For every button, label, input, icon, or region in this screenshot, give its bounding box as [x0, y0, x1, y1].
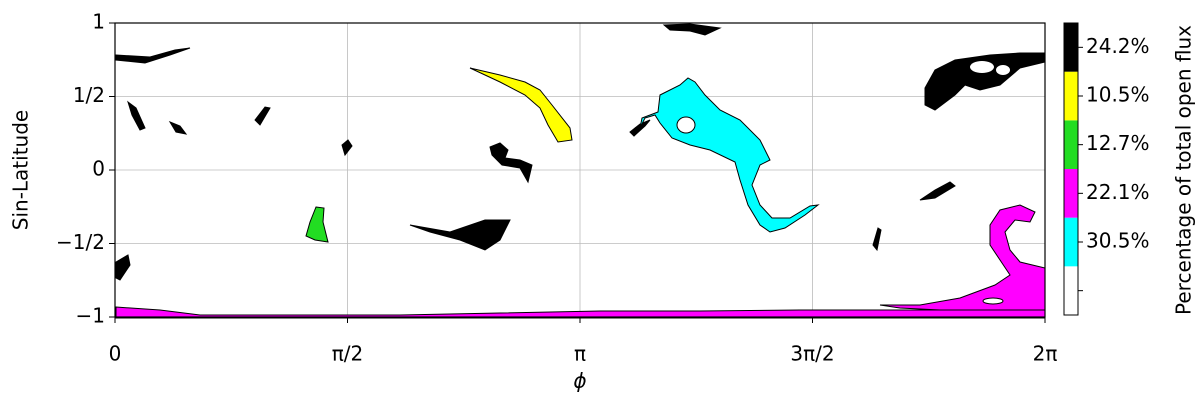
colorbar-label: Percentage of total open flux: [1172, 25, 1196, 315]
y-tick-label: −1/2: [56, 230, 105, 254]
region: [341, 139, 353, 157]
colorbar-label: 30.5%: [1086, 229, 1150, 253]
y-tick-label: 0: [92, 157, 105, 181]
colorbar-segment: [1064, 217, 1078, 267]
colorbar-segment: [1064, 23, 1078, 72]
region-hole: [982, 297, 1004, 305]
region: [409, 219, 511, 251]
colorbar-segment: [1064, 169, 1078, 218]
region: [127, 100, 146, 131]
x-tick-label: π: [574, 342, 586, 366]
x-tick-label: π/2: [332, 342, 364, 366]
region: [872, 227, 882, 252]
colorbar-label: 24.2%: [1086, 34, 1150, 58]
x-tick-label: 0: [109, 342, 122, 366]
plot-frame: [114, 22, 1046, 318]
x-axis-label: ϕ: [573, 369, 586, 393]
region: [115, 254, 131, 281]
colorbar-label: 12.7%: [1086, 131, 1150, 155]
region: [489, 142, 533, 184]
region: [469, 67, 573, 143]
y-tick-label: 1: [92, 10, 105, 34]
region: [115, 47, 191, 64]
region: [879, 204, 1046, 311]
y-tick-label: 1/2: [73, 83, 105, 107]
region-hole: [970, 61, 994, 73]
colorbar-frame: [1063, 22, 1079, 316]
x-tick-label: 2π: [1033, 342, 1058, 366]
region: [254, 106, 271, 126]
x-tick-label: 3π/2: [790, 342, 834, 366]
colorbar-label: 22.1%: [1086, 180, 1150, 204]
region: [919, 181, 956, 201]
y-axis-label: Sin-Latitude: [9, 110, 33, 230]
y-tick-label: −1: [76, 304, 105, 328]
region: [662, 23, 722, 36]
regions: [115, 23, 1046, 319]
region: [168, 120, 188, 135]
region-hole: [676, 116, 696, 134]
colorbar-label: 10.5%: [1086, 83, 1150, 107]
region: [639, 77, 820, 233]
colorbar-segment: [1064, 71, 1078, 121]
region: [305, 206, 329, 243]
region-hole: [996, 65, 1010, 75]
colorbar-segment: [1064, 266, 1078, 315]
colorbar-segment: [1064, 120, 1078, 169]
region: [924, 52, 1046, 111]
